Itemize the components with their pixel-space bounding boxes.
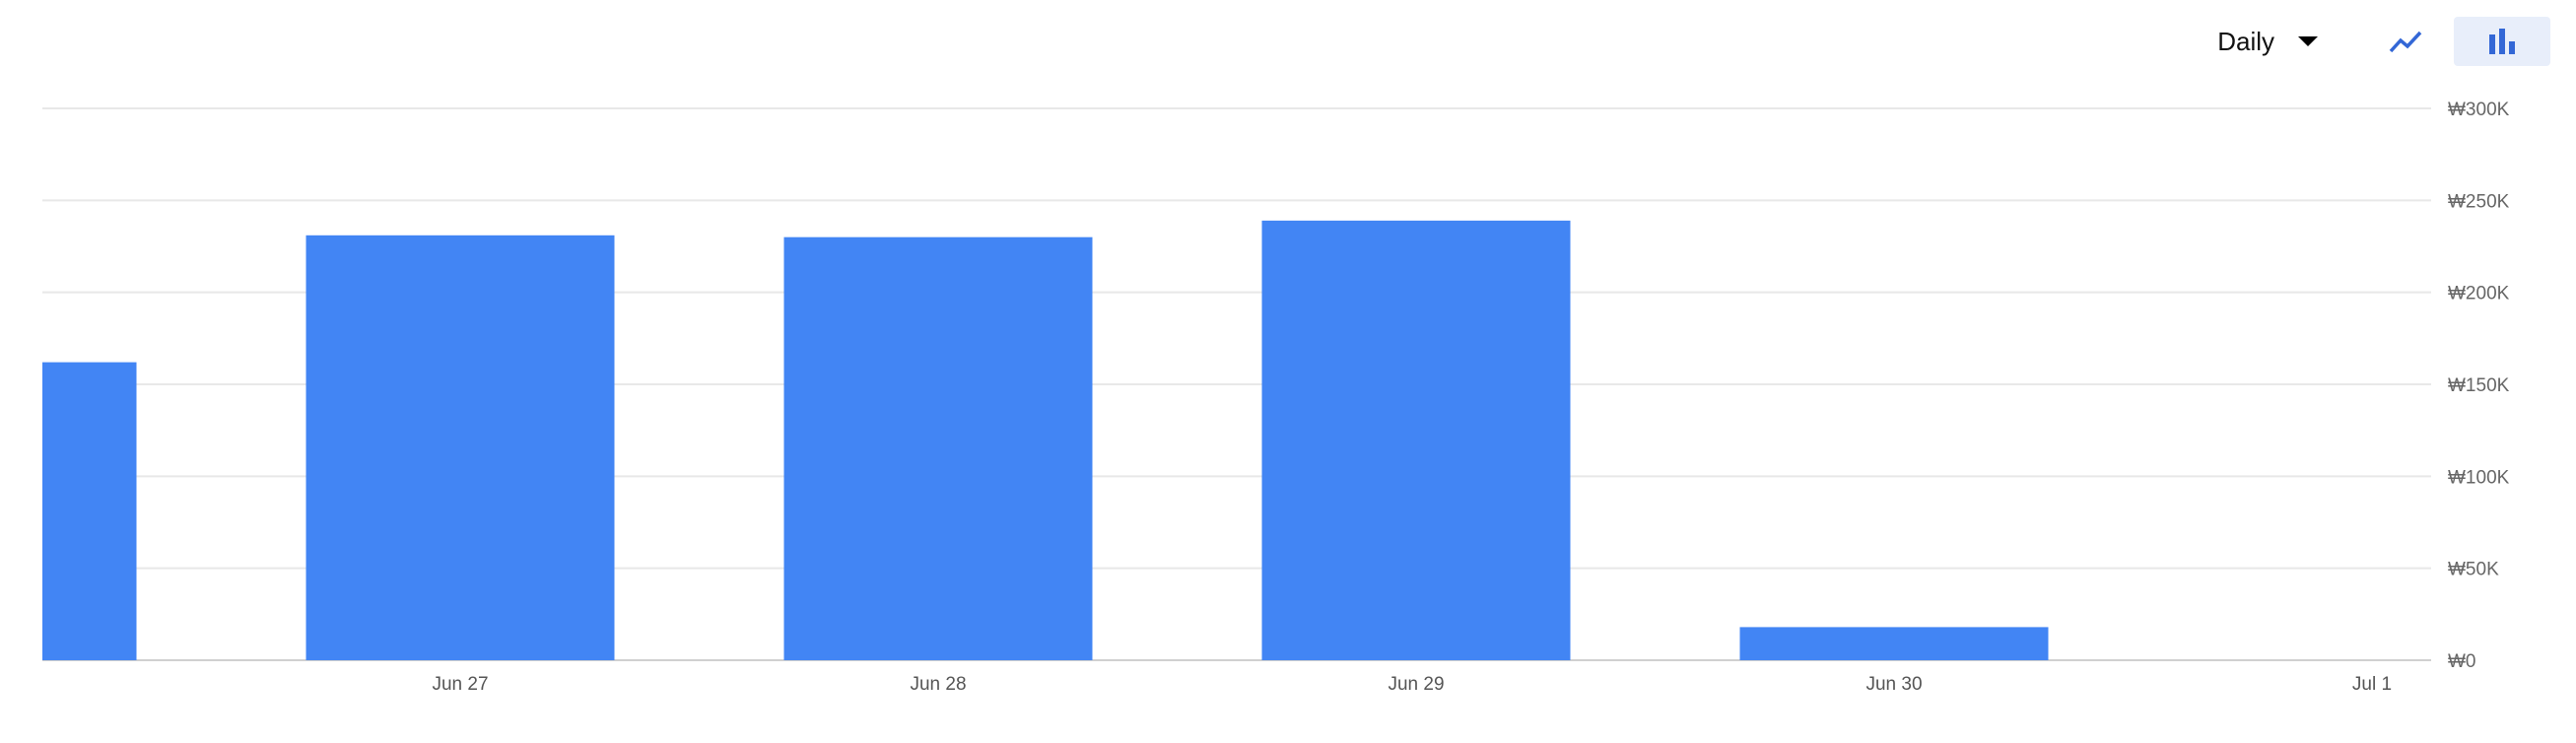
- caret-down-icon: [2298, 36, 2318, 46]
- x-tick-label: Jul 1: [2352, 674, 2392, 695]
- y-tick-label: ₩0: [2448, 651, 2476, 672]
- y-tick-label: ₩50K: [2448, 560, 2499, 580]
- x-tick-label: Jun 28: [910, 674, 966, 695]
- bar-jun-28: [783, 236, 1093, 660]
- y-tick-label: ₩150K: [2448, 375, 2510, 396]
- chart-toolbar: Daily: [2217, 17, 2550, 66]
- x-tick-label: Jun 30: [1865, 674, 1922, 695]
- line-view-button[interactable]: [2357, 17, 2454, 66]
- bar-jun-27: [305, 235, 615, 661]
- y-tick-label: ₩100K: [2448, 467, 2510, 488]
- period-label: Daily: [2217, 26, 2274, 56]
- bar-jun-26: [42, 362, 137, 660]
- y-tick-label: ₩200K: [2448, 284, 2510, 304]
- line-chart-icon: [2389, 31, 2422, 53]
- bar-jun-29: [1261, 220, 1571, 660]
- y-tick-label: ₩300K: [2448, 100, 2510, 120]
- y-tick-label: ₩250K: [2448, 191, 2510, 212]
- bar-jun-30: [1739, 627, 2049, 660]
- period-dropdown[interactable]: Daily: [2217, 27, 2318, 57]
- x-tick-label: Jun 27: [432, 674, 488, 695]
- bar-chart-icon: [2489, 29, 2515, 54]
- bar-view-button[interactable]: [2454, 17, 2550, 66]
- x-tick-label: Jun 29: [1388, 674, 1444, 695]
